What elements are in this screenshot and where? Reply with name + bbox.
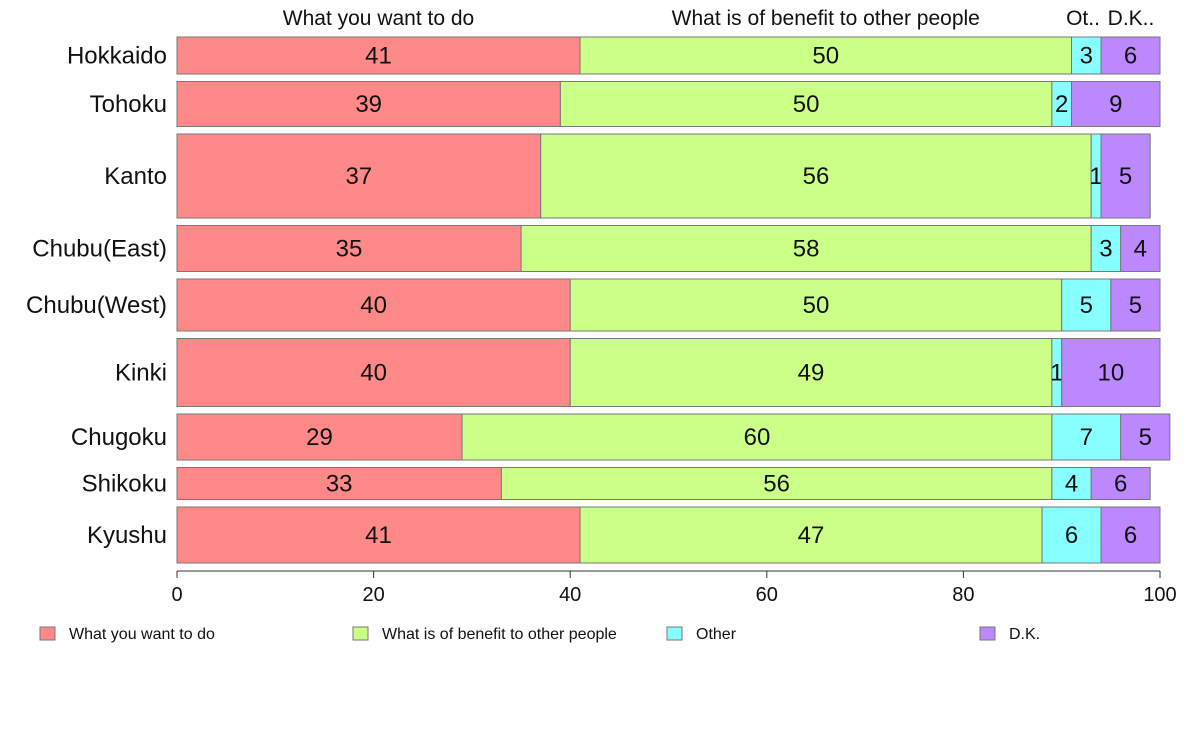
data-label-chubu-east-d-k: 4 xyxy=(1134,236,1147,263)
x-tick-label-100: 100 xyxy=(1143,584,1176,606)
data-label-hokkaido-other: 3 xyxy=(1080,43,1093,70)
data-label-kinki-what-you-want-to-do: 40 xyxy=(360,360,387,387)
data-label-shikoku-other: 4 xyxy=(1065,471,1078,498)
data-label-shikoku-d-k: 6 xyxy=(1114,471,1127,498)
category-label-shikoku: Shikoku xyxy=(82,471,167,498)
data-label-kanto-d-k: 5 xyxy=(1119,163,1132,190)
legend-label-d-k: D.K. xyxy=(1009,626,1040,643)
bar-kinki-d-k xyxy=(1061,338,1161,407)
bar-chubu-east-other xyxy=(1090,225,1122,272)
bar-shikoku-what-is-of-benefit-to-other-people xyxy=(500,467,1053,500)
data-label-hokkaido-what-you-want-to-do: 41 xyxy=(365,43,392,70)
x-tick-label-0: 0 xyxy=(171,584,182,606)
bar-kyushu-d-k xyxy=(1100,506,1161,564)
legend-label-what-is-of-benefit-to-other-people: What is of benefit to other people xyxy=(382,626,617,643)
column-header-d-k: D.K.. xyxy=(1108,7,1155,30)
bar-chubu-east-d-k xyxy=(1120,225,1161,272)
bar-shikoku-what-you-want-to-do xyxy=(176,467,502,500)
legend-label-other: Other xyxy=(696,626,737,643)
bar-shikoku-other xyxy=(1051,467,1092,500)
bar-tohoku-what-is-of-benefit-to-other-people xyxy=(559,81,1053,127)
bar-chugoku-what-you-want-to-do xyxy=(176,413,463,461)
legend-label-what-you-want-to-do: What you want to do xyxy=(69,626,215,643)
data-label-kinki-what-is-of-benefit-to-other-people: 49 xyxy=(798,360,825,387)
bar-kanto-what-you-want-to-do xyxy=(176,133,542,219)
data-label-tohoku-what-is-of-benefit-to-other-people: 50 xyxy=(793,91,820,118)
bar-chugoku-other xyxy=(1051,413,1122,461)
bar-kanto-what-is-of-benefit-to-other-people xyxy=(540,133,1092,219)
data-label-chugoku-what-you-want-to-do: 29 xyxy=(306,424,333,451)
data-label-chubu-west-what-you-want-to-do: 40 xyxy=(360,292,387,319)
x-tick-label-40: 40 xyxy=(559,584,581,606)
data-label-kyushu-d-k: 6 xyxy=(1124,522,1137,549)
bar-hokkaido-d-k xyxy=(1100,36,1161,75)
data-label-chugoku-d-k: 5 xyxy=(1139,424,1152,451)
bar-chubu-west-other xyxy=(1061,278,1112,332)
category-label-kyushu: Kyushu xyxy=(87,522,167,549)
data-label-tohoku-d-k: 9 xyxy=(1109,91,1122,118)
data-label-kyushu-what-you-want-to-do: 41 xyxy=(365,522,392,549)
data-label-kyushu-what-is-of-benefit-to-other-people: 47 xyxy=(798,522,825,549)
legend-swatch-other xyxy=(666,626,683,641)
data-label-chubu-east-other: 3 xyxy=(1099,236,1112,263)
data-label-hokkaido-d-k: 6 xyxy=(1124,43,1137,70)
data-label-chubu-east-what-is-of-benefit-to-other-people: 58 xyxy=(793,236,820,263)
category-label-hokkaido: Hokkaido xyxy=(67,43,167,70)
bar-chubu-east-what-you-want-to-do xyxy=(176,225,522,272)
column-header-what-you-want-to-do: What you want to do xyxy=(283,7,474,30)
bar-chubu-east-what-is-of-benefit-to-other-people xyxy=(520,225,1092,272)
legend-swatch-what-is-of-benefit-to-other-people xyxy=(352,626,369,641)
x-tick-label-80: 80 xyxy=(952,584,974,606)
data-label-shikoku-what-is-of-benefit-to-other-people: 56 xyxy=(763,471,790,498)
data-label-kinki-other: 1 xyxy=(1050,360,1063,387)
data-label-kyushu-other: 6 xyxy=(1065,522,1078,549)
data-label-hokkaido-what-is-of-benefit-to-other-people: 50 xyxy=(812,43,839,70)
category-label-chubu-east: Chubu(East) xyxy=(32,236,167,263)
legend-swatch-d-k xyxy=(979,626,996,641)
data-label-chubu-east-what-you-want-to-do: 35 xyxy=(336,236,363,263)
bar-kinki-what-you-want-to-do xyxy=(176,338,571,407)
bar-kyushu-what-you-want-to-do xyxy=(176,506,581,564)
bar-hokkaido-what-is-of-benefit-to-other-people xyxy=(579,36,1073,75)
data-label-kanto-other: 1 xyxy=(1089,163,1102,190)
bar-hokkaido-what-you-want-to-do xyxy=(176,36,581,75)
category-label-chubu-west: Chubu(West) xyxy=(26,292,167,319)
data-label-tohoku-what-you-want-to-do: 39 xyxy=(355,91,382,118)
data-label-kanto-what-you-want-to-do: 37 xyxy=(346,163,373,190)
bar-chugoku-d-k xyxy=(1120,413,1171,461)
data-label-chugoku-what-is-of-benefit-to-other-people: 60 xyxy=(744,424,771,451)
data-label-chubu-west-what-is-of-benefit-to-other-people: 50 xyxy=(803,292,830,319)
bar-kinki-what-is-of-benefit-to-other-people xyxy=(569,338,1053,407)
category-label-chugoku: Chugoku xyxy=(71,424,167,451)
bar-kanto-d-k xyxy=(1100,133,1151,219)
legend-swatch-what-you-want-to-do xyxy=(39,626,56,641)
data-label-shikoku-what-you-want-to-do: 33 xyxy=(326,471,353,498)
data-label-kinki-d-k: 10 xyxy=(1097,360,1124,387)
data-label-chugoku-other: 7 xyxy=(1080,424,1093,451)
bar-shikoku-d-k xyxy=(1090,467,1151,500)
x-tick-label-60: 60 xyxy=(756,584,778,606)
bar-tohoku-what-you-want-to-do xyxy=(176,81,561,127)
column-header-what-is-of-benefit-to-other-people: What is of benefit to other people xyxy=(672,7,980,30)
bar-chugoku-what-is-of-benefit-to-other-people xyxy=(461,413,1053,461)
category-label-kinki: Kinki xyxy=(115,360,167,387)
category-label-tohoku: Tohoku xyxy=(90,91,167,118)
bar-chubu-west-what-you-want-to-do xyxy=(176,278,571,332)
column-header-other: Ot.. xyxy=(1066,7,1100,30)
data-label-kanto-what-is-of-benefit-to-other-people: 56 xyxy=(803,163,830,190)
category-label-kanto: Kanto xyxy=(104,163,167,190)
data-label-tohoku-other: 2 xyxy=(1055,91,1068,118)
bar-chubu-west-what-is-of-benefit-to-other-people xyxy=(569,278,1063,332)
data-label-chubu-west-other: 5 xyxy=(1080,292,1093,319)
data-label-chubu-west-d-k: 5 xyxy=(1129,292,1142,319)
bar-hokkaido-other xyxy=(1071,36,1102,75)
bar-kyushu-what-is-of-benefit-to-other-people xyxy=(579,506,1043,564)
bar-tohoku-d-k xyxy=(1071,81,1161,127)
bar-kyushu-other xyxy=(1041,506,1102,564)
bar-chubu-west-d-k xyxy=(1110,278,1161,332)
x-tick-label-20: 20 xyxy=(362,584,384,606)
